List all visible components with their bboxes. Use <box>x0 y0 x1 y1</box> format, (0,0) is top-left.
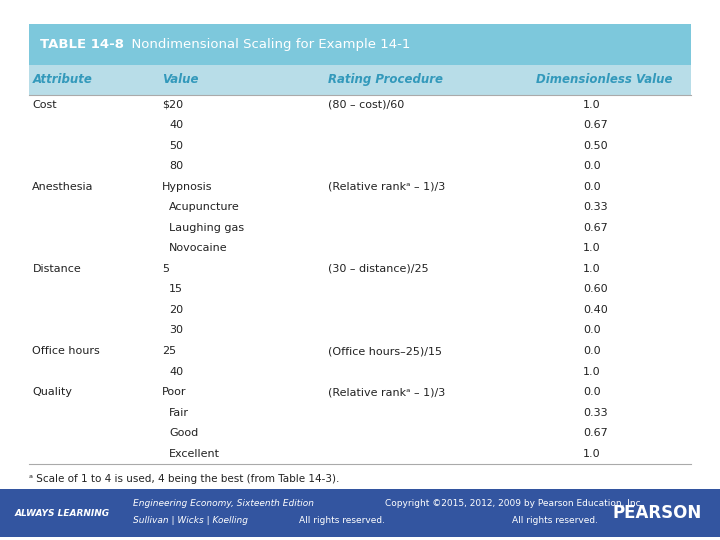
Text: 25: 25 <box>162 346 176 356</box>
Text: 30: 30 <box>169 326 183 335</box>
Text: 0.0: 0.0 <box>583 346 600 356</box>
Text: (Relative rankᵃ – 1)/3: (Relative rankᵃ – 1)/3 <box>328 182 445 192</box>
Text: Poor: Poor <box>162 387 186 397</box>
Text: Anesthesia: Anesthesia <box>32 182 94 192</box>
Text: 5: 5 <box>162 264 169 274</box>
Text: 0.33: 0.33 <box>583 408 608 417</box>
Text: Attribute: Attribute <box>32 73 92 86</box>
Text: ᵃ Scale of 1 to 4 is used, 4 being the best (from Table 14-3).: ᵃ Scale of 1 to 4 is used, 4 being the b… <box>29 474 339 484</box>
Text: 1.0: 1.0 <box>583 264 600 274</box>
Text: 0.67: 0.67 <box>583 223 608 233</box>
Text: Acupuncture: Acupuncture <box>169 202 240 212</box>
Text: $20: $20 <box>162 100 183 110</box>
Text: (80 – cost)/60: (80 – cost)/60 <box>328 100 404 110</box>
Text: 1.0: 1.0 <box>583 100 600 110</box>
Text: Excellent: Excellent <box>169 449 220 458</box>
Text: Dimensionless Value: Dimensionless Value <box>536 73 673 86</box>
Text: 1.0: 1.0 <box>583 367 600 376</box>
Text: PEARSON: PEARSON <box>613 504 702 522</box>
Text: 20: 20 <box>169 305 184 315</box>
Text: ALWAYS LEARNING: ALWAYS LEARNING <box>14 509 109 517</box>
FancyBboxPatch shape <box>29 24 691 65</box>
Text: 0.60: 0.60 <box>583 285 608 294</box>
Text: 0.0: 0.0 <box>583 182 600 192</box>
Text: 0.67: 0.67 <box>583 120 608 130</box>
Text: Copyright ©2015 Pearson Education, All Rights Reserved.: Copyright ©2015 Pearson Education, All R… <box>229 496 491 505</box>
Text: Office hours: Office hours <box>32 346 100 356</box>
Text: 50: 50 <box>169 141 183 151</box>
Text: 0.0: 0.0 <box>583 387 600 397</box>
Text: Sullivan | Wicks | Koelling: Sullivan | Wicks | Koelling <box>133 516 248 525</box>
Text: 80: 80 <box>169 161 184 171</box>
Text: Cost: Cost <box>32 100 57 110</box>
Text: 15: 15 <box>169 285 183 294</box>
Text: TABLE 14-8: TABLE 14-8 <box>40 38 125 51</box>
Text: 0.0: 0.0 <box>583 326 600 335</box>
Text: 40: 40 <box>169 120 184 130</box>
Text: Hypnosis: Hypnosis <box>162 182 212 192</box>
Text: 40: 40 <box>169 367 184 376</box>
Text: (Relative rankᵃ – 1)/3: (Relative rankᵃ – 1)/3 <box>328 387 445 397</box>
Text: Novocaine: Novocaine <box>169 244 228 253</box>
Text: Distance: Distance <box>32 264 81 274</box>
Text: 1.0: 1.0 <box>583 449 600 458</box>
Text: (Office hours–25)/15: (Office hours–25)/15 <box>328 346 441 356</box>
Text: 0.67: 0.67 <box>583 428 608 438</box>
FancyBboxPatch shape <box>0 489 720 537</box>
Text: Rating Procedure: Rating Procedure <box>328 73 443 86</box>
Text: All rights reserved.: All rights reserved. <box>512 516 598 525</box>
Text: 0.50: 0.50 <box>583 141 608 151</box>
FancyBboxPatch shape <box>29 65 691 94</box>
Text: (30 – distance)/25: (30 – distance)/25 <box>328 264 428 274</box>
Text: Engineering Economy, Sixteenth Edition: Engineering Economy, Sixteenth Edition <box>133 499 314 508</box>
Text: 0.0: 0.0 <box>583 161 600 171</box>
Text: Quality: Quality <box>32 387 73 397</box>
Text: 0.40: 0.40 <box>583 305 608 315</box>
Text: Nondimensional Scaling for Example 14-1: Nondimensional Scaling for Example 14-1 <box>123 38 410 51</box>
Text: Value: Value <box>162 73 199 86</box>
Text: Good: Good <box>169 428 199 438</box>
Text: 0.33: 0.33 <box>583 202 608 212</box>
Text: All rights reserved.: All rights reserved. <box>300 516 385 525</box>
Text: Copyright ©2015, 2012, 2009 by Pearson Education, Inc.: Copyright ©2015, 2012, 2009 by Pearson E… <box>385 499 644 508</box>
Text: Fair: Fair <box>169 408 189 417</box>
Text: 1.0: 1.0 <box>583 244 600 253</box>
Text: Laughing gas: Laughing gas <box>169 223 244 233</box>
